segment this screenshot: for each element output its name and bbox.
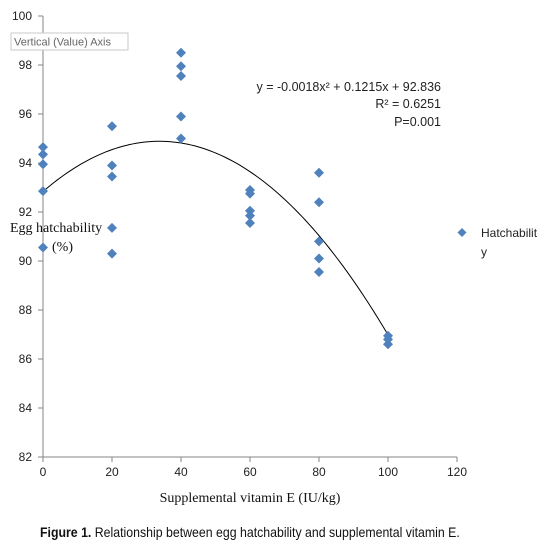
data-point (107, 248, 117, 259)
data-point (176, 71, 186, 82)
data-point (314, 197, 324, 208)
y-tick-label: 92 (19, 205, 33, 219)
data-point (176, 61, 186, 72)
y-tick-label: 90 (19, 254, 33, 268)
trendline-curve (42, 140, 389, 336)
tooltip-box (10, 32, 129, 51)
data-point (245, 218, 255, 229)
data-point (38, 159, 48, 170)
data-point (38, 242, 48, 253)
data-point (245, 210, 255, 221)
y-tick-label: 84 (19, 401, 33, 415)
data-point (176, 133, 186, 144)
x-tick-label: 20 (105, 465, 119, 479)
legend-marker (457, 228, 467, 237)
data-points (38, 47, 393, 350)
legend-label-line1: Hatchabilit (481, 226, 538, 240)
data-point (107, 171, 117, 182)
y-tick-label: 100 (12, 9, 32, 23)
tooltip-text: Vertical (Value) Axis (14, 37, 112, 49)
trendline (42, 140, 389, 336)
data-point (176, 111, 186, 122)
r-squared-label: R² = 0.6251 (375, 97, 441, 111)
data-point (383, 339, 393, 350)
y-tick-label: 86 (19, 352, 33, 366)
axes: 82 84 86 88 90 92 94 96 98 100 0 20 40 60 80 100 120 (12, 9, 467, 479)
data-point (176, 47, 186, 58)
legend-label-line2: y (481, 245, 487, 259)
data-point (38, 142, 48, 153)
data-point (314, 267, 324, 278)
data-point (314, 236, 324, 247)
data-point (314, 167, 324, 178)
x-tick-label: 60 (243, 465, 257, 479)
trendline-equation: y = -0.0018x² + 0.1215x + 92.836 (256, 80, 441, 94)
x-axis-label: Supplemental vitamin E (IU/kg) (160, 491, 341, 506)
data-point (107, 222, 117, 233)
data-point (245, 188, 255, 199)
y-axis-label-line1: Egg hatchability (10, 221, 102, 236)
x-tick-label: 100 (378, 465, 398, 479)
figure-caption-text: Relationship between egg hatchability an… (91, 524, 460, 540)
data-point (107, 160, 117, 171)
chart-labels: y = -0.0018x² + 0.1215x + 92.836 R² = 0.… (10, 80, 441, 506)
figure-caption: Figure 1. Relationship between egg hatch… (40, 524, 489, 540)
x-tick-label: 40 (174, 465, 188, 479)
p-value-label: P=0.001 (394, 115, 441, 129)
data-point (314, 253, 324, 264)
legend: Hatchabilit y (457, 226, 538, 259)
y-tick-label: 98 (19, 58, 33, 72)
x-tick-label: 80 (312, 465, 326, 479)
figure-caption-label: Figure 1. (40, 524, 92, 540)
scatter-chart: 82 84 86 88 90 92 94 96 98 100 0 20 40 60 80 100 120 y =… (10, 9, 538, 506)
y-tick-label: 94 (19, 156, 33, 170)
x-tick-label: 0 (40, 465, 47, 479)
axis-tooltip: Vertical (Value) Axis (10, 32, 129, 51)
x-tick-label: 120 (447, 465, 467, 479)
data-point (38, 149, 48, 160)
y-axis-label-line2: (%) (52, 240, 73, 255)
y-tick-label: 82 (19, 450, 33, 464)
data-point (107, 121, 117, 132)
data-point (38, 186, 48, 197)
y-tick-label: 88 (19, 303, 33, 317)
y-tick-label: 96 (19, 107, 33, 121)
